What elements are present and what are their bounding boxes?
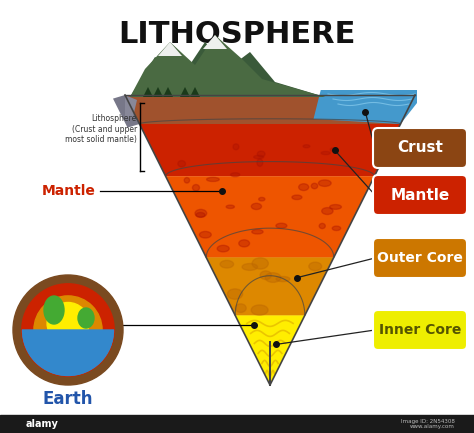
Ellipse shape: [330, 148, 336, 151]
Circle shape: [47, 303, 89, 344]
Polygon shape: [130, 42, 325, 97]
Ellipse shape: [196, 213, 205, 217]
Text: Crust: Crust: [397, 140, 443, 155]
Wedge shape: [22, 330, 114, 376]
Ellipse shape: [319, 223, 325, 229]
Ellipse shape: [207, 178, 219, 181]
Bar: [0, 415, 474, 433]
Ellipse shape: [226, 205, 235, 209]
Ellipse shape: [319, 180, 331, 186]
Ellipse shape: [233, 144, 239, 150]
Polygon shape: [125, 95, 415, 124]
Text: Mantle: Mantle: [391, 187, 450, 203]
Ellipse shape: [276, 276, 290, 281]
Circle shape: [13, 275, 123, 385]
Polygon shape: [158, 42, 182, 56]
Polygon shape: [235, 315, 305, 385]
Polygon shape: [139, 124, 401, 176]
Text: Earth: Earth: [43, 390, 93, 408]
Ellipse shape: [195, 210, 207, 217]
Ellipse shape: [257, 159, 263, 166]
Text: Lithosphere
(Crust and upper
most solid mantle): Lithosphere (Crust and upper most solid …: [65, 114, 137, 144]
Ellipse shape: [252, 258, 268, 269]
Ellipse shape: [311, 183, 318, 189]
Ellipse shape: [299, 184, 309, 191]
Text: Outer Core: Outer Core: [377, 251, 463, 265]
Ellipse shape: [44, 296, 64, 324]
FancyBboxPatch shape: [373, 310, 467, 350]
Ellipse shape: [251, 305, 268, 315]
FancyBboxPatch shape: [373, 238, 467, 278]
Polygon shape: [130, 35, 325, 97]
Ellipse shape: [259, 197, 265, 201]
Ellipse shape: [192, 184, 200, 191]
Polygon shape: [190, 87, 200, 97]
Text: alamy: alamy: [26, 419, 58, 429]
Polygon shape: [143, 87, 153, 97]
Text: Mantle: Mantle: [42, 184, 96, 198]
Ellipse shape: [265, 273, 281, 282]
Ellipse shape: [235, 304, 246, 313]
Text: Image ID: 2N54308
www.alamy.com: Image ID: 2N54308 www.alamy.com: [401, 419, 455, 430]
Ellipse shape: [242, 264, 257, 270]
FancyBboxPatch shape: [373, 175, 467, 215]
Ellipse shape: [260, 271, 272, 280]
Polygon shape: [125, 95, 137, 120]
Ellipse shape: [303, 145, 310, 148]
Ellipse shape: [252, 229, 263, 234]
Ellipse shape: [332, 226, 341, 230]
Ellipse shape: [78, 308, 94, 328]
Ellipse shape: [200, 231, 211, 238]
Ellipse shape: [309, 262, 322, 271]
Ellipse shape: [178, 161, 185, 167]
Ellipse shape: [239, 240, 249, 247]
Circle shape: [34, 296, 102, 364]
Text: LITHOSPHERE: LITHOSPHERE: [118, 20, 356, 49]
Ellipse shape: [292, 195, 302, 200]
Circle shape: [22, 284, 114, 376]
Text: Core: Core: [79, 319, 111, 332]
Ellipse shape: [322, 207, 333, 214]
Polygon shape: [165, 176, 374, 257]
Polygon shape: [163, 87, 173, 97]
Ellipse shape: [329, 204, 341, 209]
Polygon shape: [153, 87, 163, 97]
Ellipse shape: [217, 246, 229, 252]
Ellipse shape: [228, 289, 243, 299]
Ellipse shape: [230, 173, 240, 177]
Polygon shape: [113, 95, 139, 128]
Polygon shape: [180, 87, 190, 97]
Ellipse shape: [220, 260, 234, 268]
Ellipse shape: [321, 152, 330, 155]
Ellipse shape: [184, 178, 190, 183]
Ellipse shape: [257, 151, 265, 157]
Ellipse shape: [251, 203, 262, 210]
Polygon shape: [313, 90, 417, 124]
Polygon shape: [203, 35, 227, 49]
Text: Inner Core: Inner Core: [379, 323, 461, 337]
Ellipse shape: [276, 223, 287, 228]
FancyBboxPatch shape: [373, 128, 467, 168]
Polygon shape: [206, 257, 334, 315]
Ellipse shape: [254, 155, 264, 159]
